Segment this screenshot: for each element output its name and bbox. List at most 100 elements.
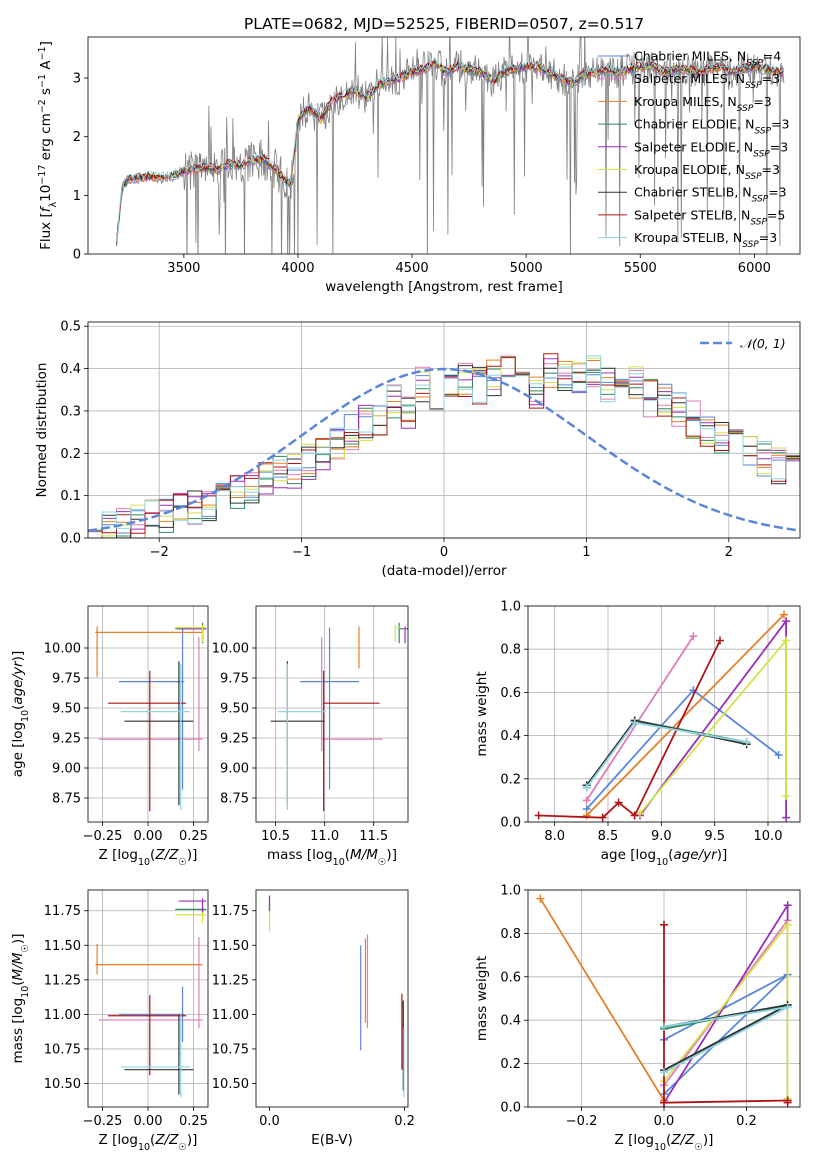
data-point-marker: [582, 796, 591, 805]
data-point-marker: [782, 813, 791, 822]
y-tick-label: 11.25: [44, 973, 81, 988]
y-tick-label: 0.8: [500, 927, 521, 942]
data-point-marker: [783, 1098, 792, 1107]
axes-frame: [87, 36, 801, 255]
spectrum-panel: 3500 4000 4500 5000 5500 6000 0 1 2 3 Chabrier MIL…: [37, 36, 801, 295]
series-line: [585, 635, 695, 801]
y-tick: 11.25: [212, 973, 256, 988]
series-salpeter-miles: [582, 632, 698, 805]
y-tick-label: 0.2: [60, 447, 81, 462]
x-tick-label: −0.25: [83, 1114, 123, 1129]
x-tick: 10.5: [261, 822, 290, 844]
y-tick-label: 11.50: [212, 939, 249, 954]
errorbar-salpeter-miles: [321, 637, 383, 752]
y-tick-label: 0.4: [500, 729, 521, 744]
axes-frame: [255, 889, 409, 1108]
y-axis-label: Flux [fλ10−17 erg cm−2 s−1 A−1]: [37, 41, 59, 250]
y-tick-label: 0.6: [500, 686, 521, 701]
data-point-marker: [783, 1003, 792, 1012]
normal-distribution-curve: [88, 367, 800, 532]
age-vs-metallicity-panel: −0.25 0.00 0.25 8.75 9.00 9.25 9.50 9.75 10.00 Z …: [10, 605, 209, 868]
data-point-marker: [783, 901, 792, 910]
x-tick: −0.25: [83, 1107, 123, 1129]
x-tick-label: 2: [725, 545, 733, 560]
y-tick: 0.8: [500, 643, 528, 658]
data-point-marker: [534, 811, 543, 820]
y-tick-label: 0.0: [60, 532, 81, 547]
axes-frame: [527, 889, 801, 1108]
histogram-salpeter-stelib: [88, 353, 800, 534]
x-tick-label: 1: [582, 545, 590, 560]
data-point-marker: [660, 1068, 668, 1077]
errorbar-salpeter-stelib: [108, 670, 187, 812]
y-tick: 10.00: [44, 642, 88, 657]
y-tick-label: 9.00: [52, 762, 81, 777]
y-tick: 10.50: [44, 1077, 88, 1092]
x-tick-label: 8.0: [544, 829, 565, 844]
legend-label-normal: 𝒩(0, 1): [740, 336, 786, 351]
x-tick-label: 3500: [167, 261, 200, 276]
x-axis-label: (data-model)/error: [381, 563, 507, 579]
x-tick-label: 0.25: [179, 829, 208, 844]
y-tick-label: 11.50: [44, 939, 81, 954]
y-tick: 9.25: [52, 732, 88, 747]
errorbar-chabrier-miles: [118, 986, 185, 1043]
x-tick: 0.00: [134, 822, 162, 844]
y-tick: 10.75: [212, 1042, 256, 1057]
axes-frame: [87, 321, 801, 539]
y-tick-label: 9.75: [220, 672, 249, 687]
errorbar-chabrier-stelib: [124, 1014, 194, 1095]
data-point-marker: [782, 617, 791, 626]
x-tick: 9.5: [704, 822, 725, 844]
series-salpeter-stelib: [534, 636, 724, 822]
y-tick: 0.8: [500, 927, 528, 942]
x-tick: −2: [150, 538, 169, 560]
y-tick-label: 10.75: [44, 1042, 81, 1057]
x-tick: 0.2: [394, 1107, 415, 1129]
data-point-marker: [689, 632, 698, 641]
y-tick: 8.75: [52, 792, 88, 807]
series-line: [663, 1006, 789, 1074]
errorbar-kroupa-elodie: [394, 625, 401, 642]
x-axis-label: Z [log10(Z/Z☉)]: [99, 1132, 198, 1153]
histogram-kroupa-stelib: [88, 355, 800, 531]
x-tick-label: −0.2: [566, 1114, 598, 1129]
y-tick-label: 9.50: [52, 702, 81, 717]
data-point-marker: [582, 811, 591, 820]
y-tick: 9.00: [52, 762, 88, 777]
y-axis-label: mass [log10(M/M☉)]: [10, 934, 31, 1064]
y-tick: 0.0: [60, 532, 88, 547]
y-tick: 8.75: [220, 792, 256, 807]
plot-area: [88, 353, 800, 538]
x-tick-label: 0.0: [259, 1114, 280, 1129]
y-tick: 9.50: [220, 702, 256, 717]
y-tick: 0.6: [500, 686, 528, 701]
x-tick: 0.0: [259, 1107, 280, 1129]
y-axis-label: age [log10(age/yr)]: [10, 651, 31, 777]
histogram-kroupa-miles: [88, 359, 800, 538]
y-tick-label: 1.0: [500, 884, 521, 899]
y-tick-label: 10.75: [212, 1042, 249, 1057]
y-tick-label: 0.0: [500, 816, 521, 831]
series-salpeter-stelib: [660, 920, 792, 1107]
data-point-marker: [782, 636, 791, 645]
y-tick-label: 0.0: [500, 1101, 521, 1116]
errorbar-chabrier-elodie: [398, 622, 405, 644]
x-tick: 3500: [167, 254, 200, 276]
grid: [88, 322, 800, 539]
y-tick-label: 9.00: [220, 762, 249, 777]
data-point-marker: [742, 738, 751, 747]
errorbar-salpeter-stelib: [323, 670, 380, 812]
errorbar-chabrier-miles: [300, 627, 359, 790]
y-tick: 0.4: [500, 729, 528, 744]
x-tick: 0.25: [179, 1107, 208, 1129]
x-tick: 5000: [510, 254, 543, 276]
errorbar-kroupa-miles: [95, 943, 203, 975]
x-tick: 2: [725, 538, 733, 560]
x-tick: 9.0: [651, 822, 672, 844]
x-axis-label: E(B-V): [311, 1132, 353, 1148]
y-tick: 11.75: [44, 904, 88, 919]
data-point-marker: [598, 813, 607, 822]
series-line: [663, 973, 789, 1095]
